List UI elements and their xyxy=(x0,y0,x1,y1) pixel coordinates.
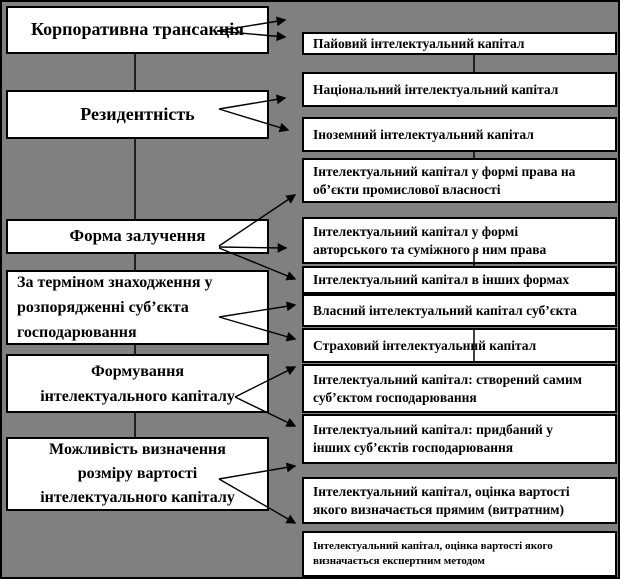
box-label: Інтелектуальний капітал, оцінка вартості… xyxy=(313,483,570,517)
box-label: Інтелектуальний капітал: створений самим… xyxy=(313,371,582,405)
box-other-forms: Інтелектуальний капітал в інших формах xyxy=(302,266,617,294)
box-direct-cost-valuation: Інтелектуальний капітал, оцінка вартості… xyxy=(302,477,617,524)
box-foreign-capital: Іноземний інтелектуальний капітал xyxy=(302,117,617,152)
box-label: Власний інтелектуальний капітал суб’єкта xyxy=(313,302,577,318)
box-share-capital: Пайовий інтелектуальний капітал xyxy=(302,32,617,55)
box-label: Інтелектуальний капітал, оцінка вартості… xyxy=(313,540,553,567)
box-industrial-property-rights: Інтелектуальний капітал у формі права на… xyxy=(302,158,617,203)
box-label: Корпоративна трансакція xyxy=(30,19,245,40)
box-residency: Резидентність xyxy=(6,90,269,139)
box-label: Можливість визначення розміру вартості і… xyxy=(40,441,235,506)
box-corporate-transaction: Корпоративна трансакція xyxy=(6,6,269,54)
box-national-capital: Національний інтелектуальний капітал xyxy=(302,72,617,107)
box-copyright-related-rights: Інтелектуальний капітал у формі авторськ… xyxy=(302,217,617,264)
box-label: Інтелектуальний капітал у формі авторськ… xyxy=(313,223,547,257)
box-attraction-form: Форма залучення xyxy=(6,219,269,254)
box-label: Інтелектуальний капітал: придбаний у інш… xyxy=(313,422,553,455)
box-term-of-disposal: За терміном знаходження у розпорядженні … xyxy=(6,270,269,345)
box-acquired-capital: Інтелектуальний капітал: придбаний у інш… xyxy=(302,414,617,464)
box-label: Інтелектуальний капітал у формі права на… xyxy=(313,163,576,197)
box-value-determination: Можливість визначення розміру вартості і… xyxy=(6,437,269,511)
box-label: Іноземний інтелектуальний капітал xyxy=(313,126,534,142)
box-self-created-capital: Інтелектуальний капітал: створений самим… xyxy=(302,364,617,413)
box-label: Пайовий інтелектуальний капітал xyxy=(313,35,525,51)
box-insurance-capital: Страховий інтелектуальний капітал xyxy=(302,328,617,363)
box-label: Страховий інтелектуальний капітал xyxy=(313,337,537,353)
box-expert-valuation: Інтелектуальний капітал, оцінка вартості… xyxy=(302,531,617,577)
box-formation: Формування інтелектуального капіталу xyxy=(6,354,269,413)
box-label: Резидентність xyxy=(80,103,195,124)
box-label: Формування інтелектуального капіталу xyxy=(40,362,235,405)
box-label: Національний інтелектуальний капітал xyxy=(313,81,559,97)
box-label: Форма залучення xyxy=(69,226,206,246)
box-own-capital: Власний інтелектуальний капітал суб’єкта xyxy=(302,294,617,327)
box-label: Інтелектуальний капітал в інших формах xyxy=(313,272,570,287)
box-label: За терміном знаходження у розпорядженні … xyxy=(17,274,213,341)
